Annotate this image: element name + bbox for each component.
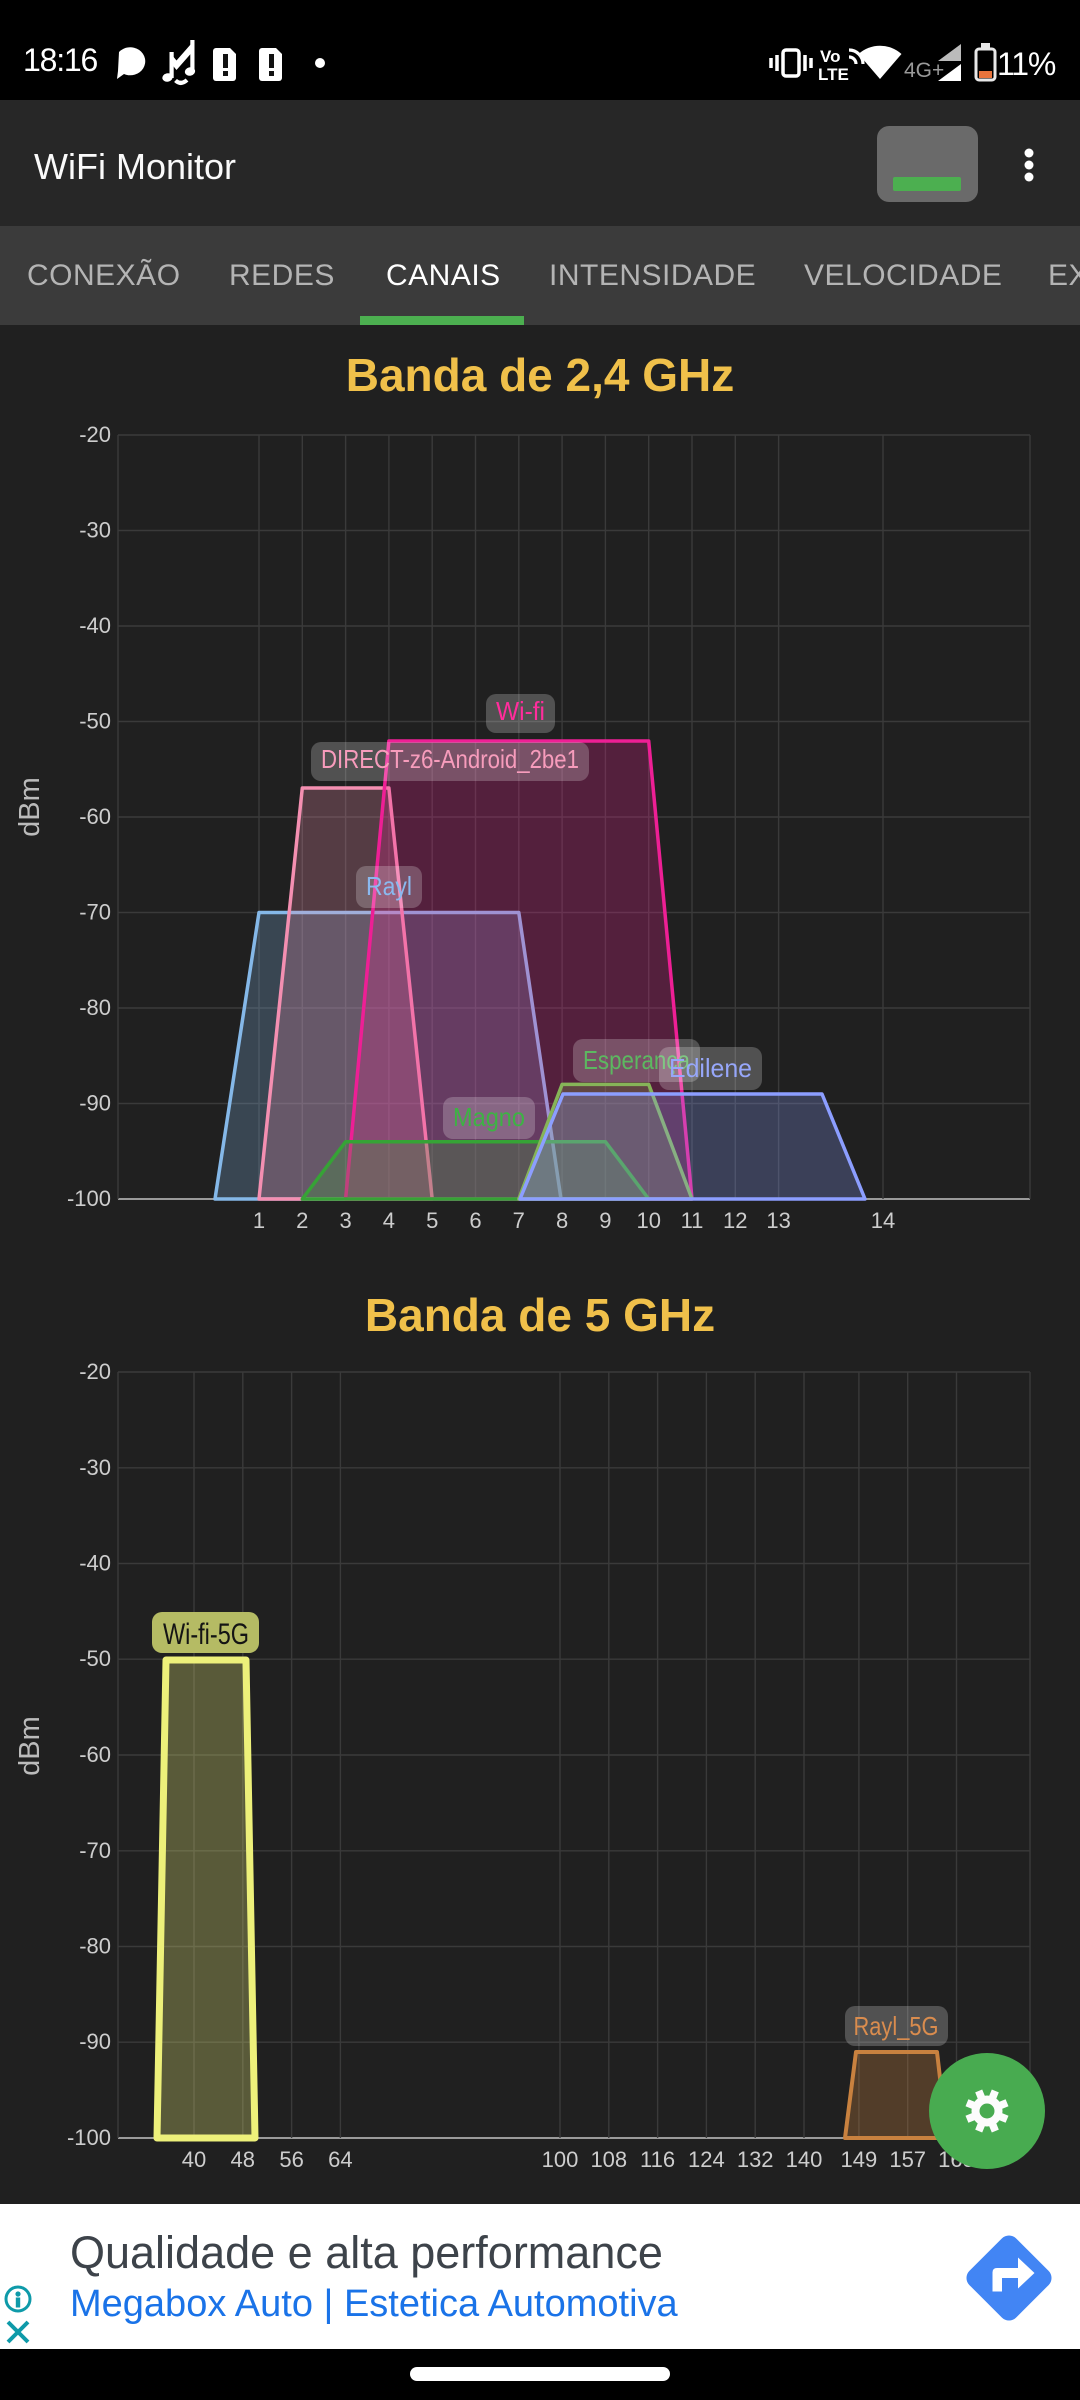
svg-text:100: 100 bbox=[542, 2147, 579, 2172]
svg-text:3: 3 bbox=[339, 1208, 351, 1233]
svg-text:-100: -100 bbox=[67, 1186, 111, 1211]
svg-text:140: 140 bbox=[786, 2147, 823, 2172]
svg-text:1: 1 bbox=[253, 1208, 265, 1233]
svg-text:2: 2 bbox=[296, 1208, 308, 1233]
svg-text:DIRECT-z6-Android_2be1: DIRECT-z6-Android_2be1 bbox=[321, 744, 579, 774]
svg-text:Wi-fi: Wi-fi bbox=[496, 696, 545, 726]
svg-text:64: 64 bbox=[328, 2147, 352, 2172]
svg-text:4G+: 4G+ bbox=[904, 59, 944, 82]
svg-text:40: 40 bbox=[182, 2147, 206, 2172]
svg-text:149: 149 bbox=[841, 2147, 878, 2172]
svg-text:Esperança: Esperança bbox=[583, 1045, 690, 1075]
svg-text:-60: -60 bbox=[79, 1742, 111, 1767]
svg-text:-20: -20 bbox=[79, 1359, 111, 1384]
svg-text:-60: -60 bbox=[79, 804, 111, 829]
svg-text:4: 4 bbox=[383, 1208, 395, 1233]
svg-text:-40: -40 bbox=[79, 1551, 111, 1576]
svg-text:Rayl_5G: Rayl_5G bbox=[854, 2011, 939, 2041]
svg-text:-90: -90 bbox=[79, 1091, 111, 1116]
svg-text:8: 8 bbox=[556, 1208, 568, 1233]
svg-text:13: 13 bbox=[766, 1208, 790, 1233]
svg-text:132: 132 bbox=[737, 2147, 774, 2172]
svg-text:Rayl: Rayl bbox=[366, 871, 412, 901]
svg-text:-70: -70 bbox=[79, 1838, 111, 1863]
svg-text:14: 14 bbox=[871, 1208, 895, 1233]
svg-text:-70: -70 bbox=[79, 900, 111, 925]
svg-text:-80: -80 bbox=[79, 1934, 111, 1959]
svg-text:dBm: dBm bbox=[14, 1716, 46, 1776]
svg-text:-90: -90 bbox=[79, 2029, 111, 2054]
svg-text:157: 157 bbox=[889, 2147, 926, 2172]
svg-text:-30: -30 bbox=[79, 518, 111, 543]
svg-text:-40: -40 bbox=[79, 613, 111, 638]
svg-text:124: 124 bbox=[688, 2147, 725, 2172]
svg-text:-80: -80 bbox=[79, 995, 111, 1020]
svg-text:10: 10 bbox=[636, 1208, 660, 1233]
svg-text:12: 12 bbox=[723, 1208, 747, 1233]
svg-text:7: 7 bbox=[513, 1208, 525, 1233]
svg-text:-50: -50 bbox=[79, 1646, 111, 1671]
svg-text:48: 48 bbox=[231, 2147, 255, 2172]
svg-text:-100: -100 bbox=[67, 2125, 111, 2150]
svg-text:dBm: dBm bbox=[14, 777, 46, 837]
svg-text:5: 5 bbox=[426, 1208, 438, 1233]
svg-text:-30: -30 bbox=[79, 1455, 111, 1480]
svg-text:56: 56 bbox=[279, 2147, 303, 2172]
svg-text:-20: -20 bbox=[79, 422, 111, 447]
svg-text:LTE: LTE bbox=[818, 65, 849, 84]
svg-text:9: 9 bbox=[599, 1208, 611, 1233]
svg-text:6: 6 bbox=[469, 1208, 481, 1233]
svg-text:Wi-fi-5G: Wi-fi-5G bbox=[163, 1618, 249, 1651]
svg-text:Magno: Magno bbox=[453, 1102, 525, 1132]
svg-text:Vo: Vo bbox=[820, 47, 840, 66]
svg-text:-50: -50 bbox=[79, 709, 111, 734]
svg-text:116: 116 bbox=[640, 2147, 675, 2172]
svg-text:11: 11 bbox=[681, 1208, 704, 1233]
svg-text:Edilene: Edilene bbox=[669, 1053, 752, 1083]
svg-text:108: 108 bbox=[590, 2147, 627, 2172]
